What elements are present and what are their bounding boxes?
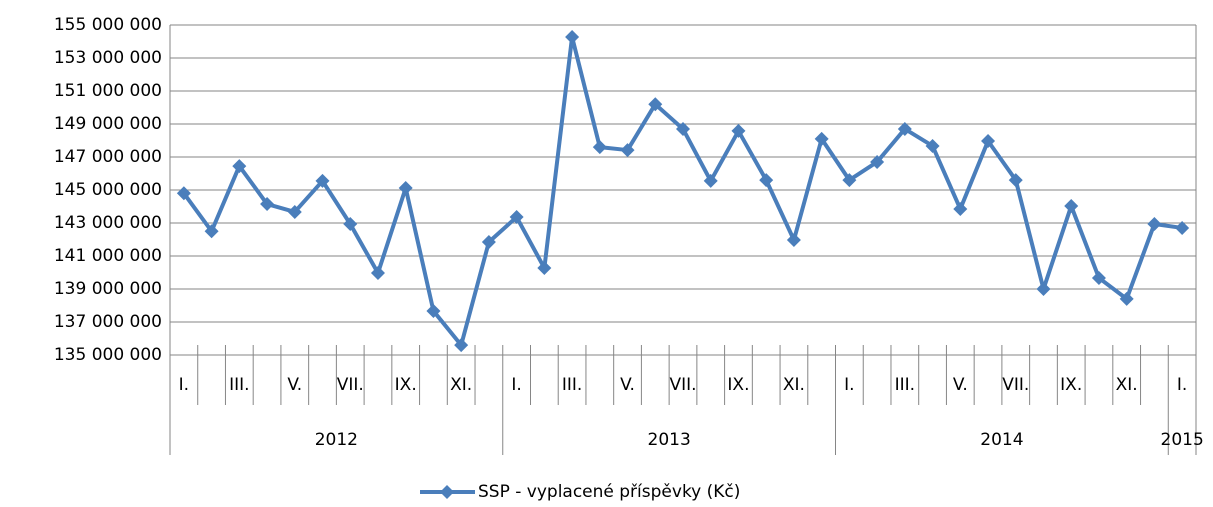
marker xyxy=(1091,270,1106,285)
marker xyxy=(1008,173,1023,188)
marker xyxy=(759,173,774,188)
marker xyxy=(842,173,857,188)
marker xyxy=(509,210,524,225)
x-tick-label: IX. xyxy=(395,375,417,395)
marker xyxy=(620,143,635,158)
marker xyxy=(703,173,718,188)
marker xyxy=(398,181,413,196)
marker xyxy=(648,97,663,112)
marker xyxy=(925,138,940,153)
marker xyxy=(260,197,275,212)
y-tick-label: 145 000 000 xyxy=(54,180,162,200)
x-tick-label: XI. xyxy=(783,375,805,395)
marker xyxy=(1175,220,1190,235)
marker xyxy=(537,261,552,276)
marker xyxy=(953,201,968,216)
marker xyxy=(204,224,219,239)
marker xyxy=(731,123,746,138)
x-tick-label: V. xyxy=(953,375,968,395)
y-tick-label: 137 000 000 xyxy=(54,312,162,332)
marker xyxy=(1036,282,1051,296)
x-tick-label: XI. xyxy=(1116,375,1138,395)
marker xyxy=(370,265,385,280)
x-tick-label: XI. xyxy=(450,375,472,395)
x-tick-label: I. xyxy=(179,375,189,395)
y-tick-label: 135 000 000 xyxy=(54,345,162,365)
x-tick-label: III. xyxy=(895,375,915,395)
y-tick-label: 155 000 000 xyxy=(54,15,162,35)
y-tick-label: 149 000 000 xyxy=(54,114,162,134)
year-label: 2013 xyxy=(648,430,691,450)
x-tick-label: VII. xyxy=(337,375,364,395)
marker xyxy=(1119,291,1134,306)
marker xyxy=(981,133,996,148)
marker xyxy=(814,131,829,146)
y-tick-label: 147 000 000 xyxy=(54,147,162,167)
x-tick-label: I. xyxy=(511,375,521,395)
marker xyxy=(1147,216,1162,231)
y-tick-label: 141 000 000 xyxy=(54,246,162,266)
x-tick-label: IX. xyxy=(727,375,749,395)
y-tick-label: 151 000 000 xyxy=(54,81,162,101)
y-tick-label: 139 000 000 xyxy=(54,279,162,299)
marker xyxy=(870,154,885,169)
marker xyxy=(315,173,330,188)
x-tick-label: V. xyxy=(620,375,635,395)
marker xyxy=(1064,199,1079,214)
x-tick-label: I. xyxy=(1177,375,1187,395)
y-tick-label: 153 000 000 xyxy=(54,48,162,68)
marker xyxy=(592,140,607,155)
marker xyxy=(426,303,441,318)
line xyxy=(182,35,1183,348)
year-label: 2014 xyxy=(980,430,1023,450)
marker xyxy=(343,216,358,231)
marker xyxy=(676,121,690,136)
x-tick-label: IX. xyxy=(1060,375,1082,395)
legend-label: SSP - vyplacené příspěvky (Kč) xyxy=(478,482,740,502)
marker xyxy=(786,232,801,247)
marker xyxy=(232,159,247,174)
y-tick-label: 143 000 000 xyxy=(54,213,162,233)
x-tick-label: V. xyxy=(287,375,302,395)
marker xyxy=(287,204,302,219)
x-tick-label: III. xyxy=(229,375,249,395)
x-tick-label: VII. xyxy=(1002,375,1029,395)
marker xyxy=(176,186,191,201)
legend-marker xyxy=(440,485,454,499)
x-tick-label: I. xyxy=(844,375,854,395)
x-tick-label: VII. xyxy=(669,375,696,395)
marker xyxy=(454,338,469,353)
marker xyxy=(565,30,580,45)
marker xyxy=(897,121,912,136)
marker xyxy=(481,234,496,249)
year-label: 2015 xyxy=(1161,430,1204,450)
year-label: 2012 xyxy=(315,430,358,450)
x-tick-label: III. xyxy=(562,375,582,395)
